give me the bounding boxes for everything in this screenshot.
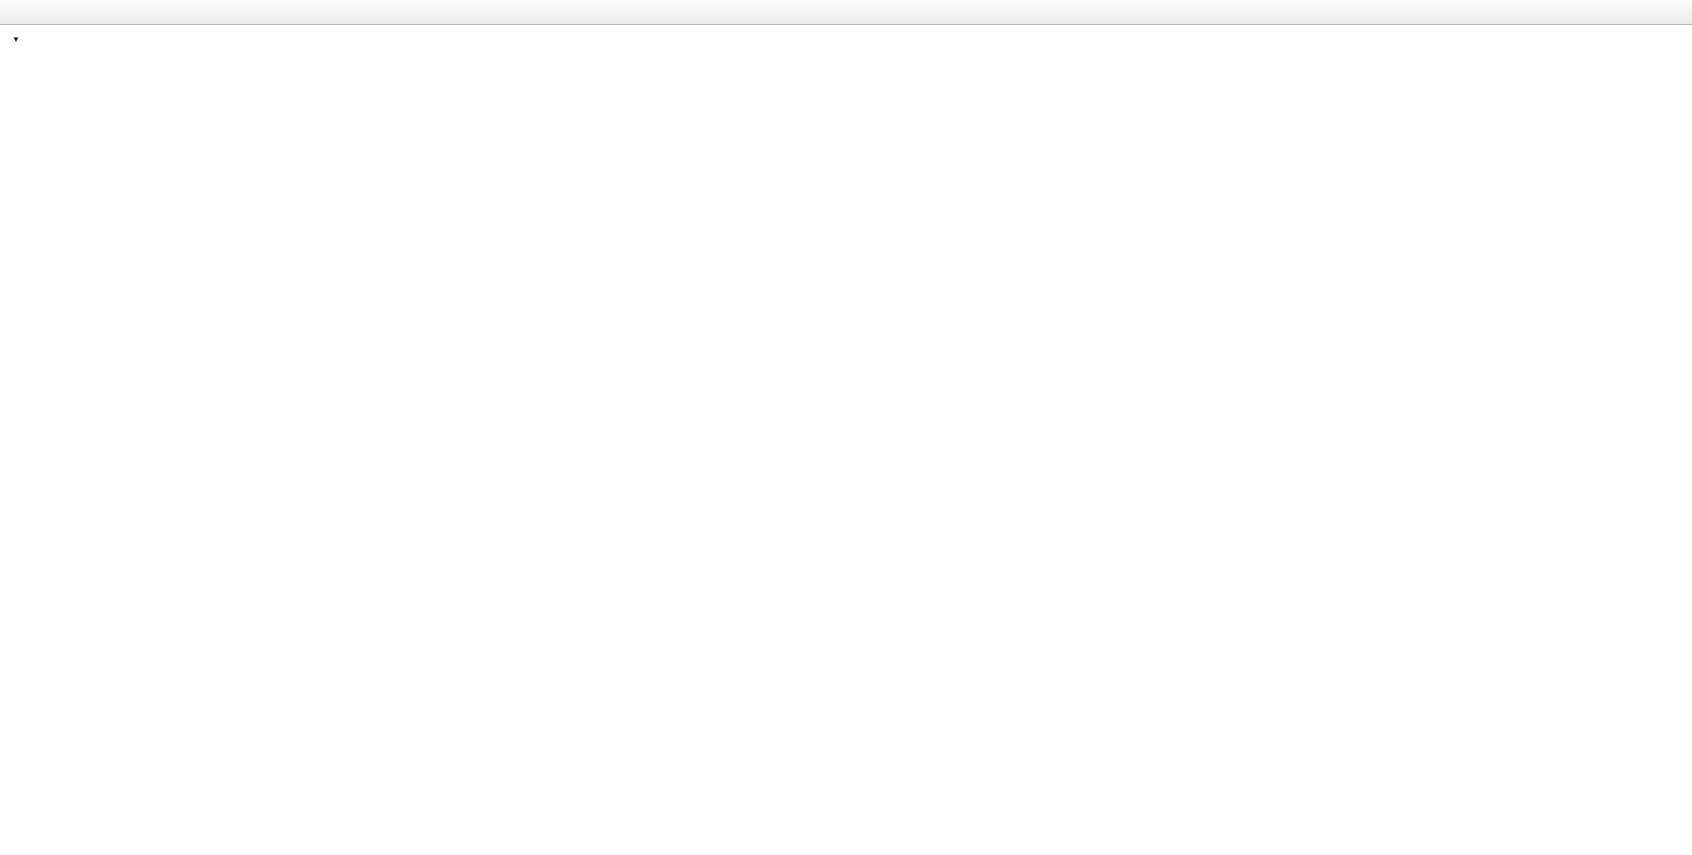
toolbar xyxy=(0,0,1692,25)
chart-title: ▼ xyxy=(12,31,59,45)
chart-collapse-icon[interactable]: ▼ xyxy=(12,35,20,44)
